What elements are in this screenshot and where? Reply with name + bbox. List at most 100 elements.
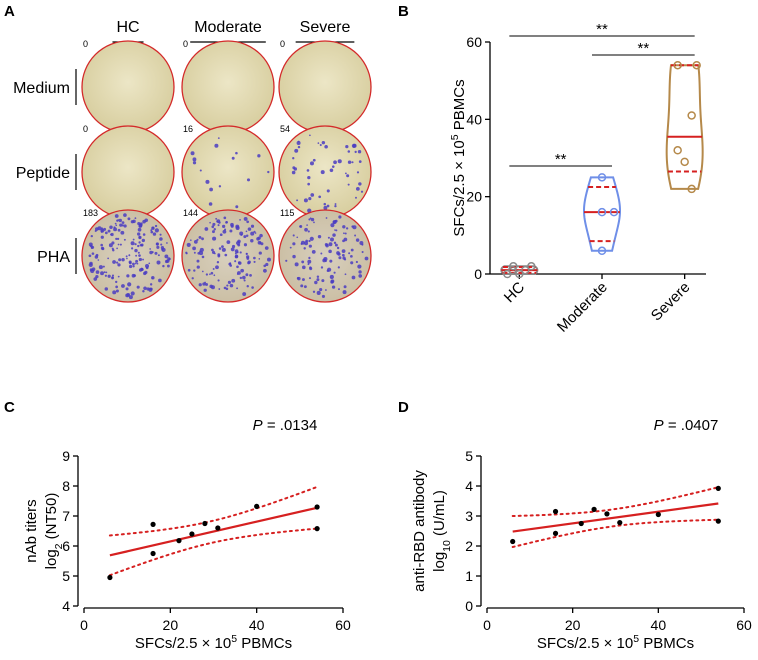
- spot: [343, 232, 345, 235]
- p-text: = .0134: [263, 417, 318, 434]
- spot: [319, 143, 322, 147]
- spot: [236, 265, 239, 269]
- spot: [239, 276, 243, 280]
- spot: [345, 227, 349, 230]
- well: [81, 40, 175, 134]
- y-axis-title-part: 5: [449, 134, 461, 140]
- well-plate: [81, 40, 175, 134]
- point: [597, 173, 607, 182]
- spot: [301, 278, 305, 281]
- spot: [357, 264, 362, 269]
- spot: [239, 219, 241, 221]
- spot: [93, 277, 98, 281]
- spot: [251, 286, 254, 289]
- y-axis-title: log2 (NT50): [43, 493, 65, 570]
- spot: [104, 287, 109, 291]
- spot: [263, 268, 267, 273]
- spot: [134, 248, 138, 253]
- spot: [236, 287, 239, 290]
- spot: [101, 229, 103, 232]
- x-tick-label: Moderate: [554, 279, 611, 336]
- spot: [211, 248, 214, 252]
- spot: [210, 271, 214, 275]
- spot: [219, 233, 223, 237]
- spot: [205, 283, 208, 286]
- spot: [212, 222, 216, 226]
- point: [189, 531, 195, 537]
- spot: [308, 256, 311, 260]
- point: [552, 508, 559, 515]
- spot: [351, 161, 354, 164]
- spot: [166, 264, 170, 268]
- spot: [347, 160, 352, 164]
- spot: [291, 170, 296, 175]
- point: [503, 269, 512, 279]
- y-tick-label: 3: [465, 508, 473, 524]
- x-tick-label: 0: [483, 617, 491, 633]
- spot: [294, 148, 299, 153]
- spot: [303, 285, 307, 289]
- p-value: P = .0407: [654, 417, 719, 434]
- spot: [193, 269, 196, 272]
- spot: [123, 213, 127, 217]
- spot: [323, 205, 328, 210]
- spot: [338, 288, 340, 291]
- spot: [297, 276, 301, 281]
- spot: [257, 154, 261, 158]
- point: [202, 520, 208, 527]
- spot: [110, 232, 114, 237]
- spot: [253, 256, 256, 260]
- spot: [292, 242, 296, 246]
- spot: [209, 221, 211, 224]
- spot: [136, 262, 139, 265]
- spot: [329, 259, 333, 263]
- spot: [231, 156, 235, 160]
- spot: [355, 238, 360, 242]
- x-tick-label: 20: [565, 617, 581, 633]
- violin: [582, 176, 622, 252]
- spot: [214, 143, 219, 148]
- spot: [253, 260, 256, 264]
- y-tick-label: 4: [62, 598, 70, 614]
- spot: [313, 221, 315, 224]
- spot: [242, 275, 246, 280]
- spot: [347, 183, 350, 186]
- column-header: HC: [116, 19, 139, 36]
- spot: [236, 251, 239, 254]
- point: [715, 485, 721, 491]
- x-axis-title: SFCs/2.5 × 105 PBMCs: [537, 633, 694, 652]
- spot: [297, 145, 301, 149]
- spot: [130, 291, 135, 296]
- spot: [240, 268, 245, 273]
- spot: [112, 290, 117, 295]
- spot: [149, 283, 153, 286]
- spot: [311, 249, 316, 254]
- spot: [316, 275, 320, 279]
- spot: [208, 202, 213, 206]
- spot: [231, 244, 236, 249]
- spot: [351, 275, 356, 280]
- spot: [235, 205, 239, 209]
- y-tick-label: 0: [474, 266, 482, 282]
- spot: [351, 143, 357, 148]
- spot: [132, 265, 135, 268]
- spot: [294, 262, 299, 267]
- spot: [155, 242, 159, 246]
- y-axis-title-part: (U/mL): [431, 490, 448, 540]
- spot: [130, 241, 135, 246]
- row-label: PHA: [37, 249, 70, 266]
- spot: [127, 282, 132, 287]
- y-tick-label: 5: [62, 568, 70, 584]
- spot: [117, 243, 120, 246]
- spot: [307, 259, 312, 264]
- spot: [115, 285, 118, 289]
- spot: [306, 169, 310, 172]
- spot: [209, 273, 211, 276]
- spot: [199, 169, 202, 172]
- confidence-band: [511, 486, 720, 518]
- spot: [250, 224, 255, 228]
- spot: [116, 247, 118, 250]
- spot: [304, 227, 308, 232]
- spot: [223, 216, 227, 220]
- point: [673, 146, 682, 155]
